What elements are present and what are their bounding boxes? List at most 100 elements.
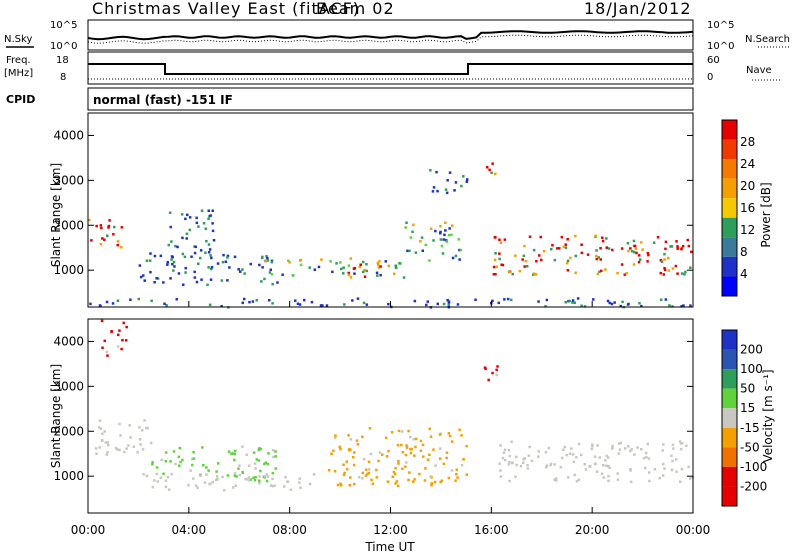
power-colorbar-swatch-3 bbox=[722, 178, 737, 199]
y-tick-label-1000: 1000 bbox=[53, 469, 84, 483]
power-colorbar-tick-0: 28 bbox=[740, 135, 755, 149]
y-tick-label-2000: 2000 bbox=[53, 218, 84, 232]
velocity-colorbar-swatch-6 bbox=[722, 447, 737, 467]
power-colorbar-swatch-8 bbox=[722, 276, 737, 296]
velocity-region-green-0400 bbox=[151, 445, 277, 483]
power-colorbar-swatch-4 bbox=[722, 198, 737, 218]
power-region-patch-3000 bbox=[429, 169, 469, 195]
velocity-colorbar-swatch-4 bbox=[722, 408, 737, 428]
x-tick-label-3: 12:00 bbox=[373, 523, 408, 537]
noise-sky-trace bbox=[87, 30, 694, 41]
y-tick-label-3000: 3000 bbox=[53, 379, 84, 393]
velocity-region-arc-gray bbox=[94, 419, 153, 456]
y-tick-label-4000: 4000 bbox=[53, 128, 84, 142]
power-panel-frame bbox=[87, 112, 694, 308]
power-colorbar-swatch-0 bbox=[722, 120, 737, 140]
velocity-colorbar-tick-4: -15 bbox=[740, 421, 760, 435]
power-region-patch-3300 bbox=[485, 162, 497, 176]
velocity-region-early-red bbox=[100, 319, 128, 357]
y-tick-label-1000: 1000 bbox=[53, 263, 84, 277]
velocity-colorbar-tick-5: -50 bbox=[740, 440, 760, 454]
cpid-value: normal (fast) -151 IF bbox=[93, 93, 233, 107]
power-heatmap bbox=[88, 162, 693, 309]
power-region-plumes-04 bbox=[167, 209, 216, 260]
power-colorbar-swatch-7 bbox=[722, 256, 737, 277]
power-colorbar-swatch-1 bbox=[722, 139, 737, 160]
power-region-rise-1400 bbox=[404, 221, 463, 262]
power-colorbar-tick-2: 20 bbox=[740, 179, 755, 193]
velocity-region-gray-dawn bbox=[498, 440, 695, 483]
power-colorbar-swatch-2 bbox=[722, 159, 737, 179]
power-y-label: Slant Range [km] bbox=[49, 163, 63, 267]
velocity-colorbar-swatch-2 bbox=[722, 369, 737, 389]
power-colorbar-frame bbox=[721, 119, 738, 297]
power-colorbar: 28 24 20 16 12 8 4 bbox=[721, 119, 755, 297]
noise-right-tick-top: 10^5 bbox=[707, 20, 734, 31]
x-tick-label-0: 00:00 bbox=[71, 523, 106, 537]
freq-label-2: [MHz] bbox=[4, 68, 33, 79]
velocity-panel-frame bbox=[87, 318, 694, 514]
power-colorbar-tick-5: 8 bbox=[740, 245, 748, 259]
beam-title: Beam 02 bbox=[316, 0, 395, 18]
power-colorbar-swatch-6 bbox=[722, 237, 737, 257]
velocity-region-orange-midday bbox=[327, 427, 469, 488]
velocity-colorbar-swatch-3 bbox=[722, 388, 737, 409]
y-tick-label-3000: 3000 bbox=[53, 173, 84, 187]
station-title: Christmas Valley East (fitACF) bbox=[92, 0, 360, 18]
velocity-colorbar-swatch-8 bbox=[722, 486, 737, 506]
power-region-dawn-band bbox=[492, 234, 693, 276]
y-tick-label-2000: 2000 bbox=[53, 424, 84, 438]
nave-tick-bottom: 0 bbox=[707, 72, 713, 83]
x-tick-label-4: 16:00 bbox=[474, 523, 509, 537]
y-tick-label-4000: 4000 bbox=[53, 334, 84, 348]
nave-label: Nave bbox=[746, 65, 772, 76]
velocity-colorbar-tick-7: -200 bbox=[740, 479, 767, 493]
power-colorbar-tick-3: 16 bbox=[740, 201, 755, 215]
x-axis-label: Time UT bbox=[364, 540, 415, 554]
freq-trace bbox=[88, 63, 693, 75]
power-y-axis: 1000 2000 3000 4000 bbox=[53, 128, 693, 277]
power-region-strong-1100 bbox=[347, 261, 406, 279]
power-region-evening-band bbox=[138, 252, 279, 287]
nave-tick-top: 60 bbox=[707, 55, 720, 66]
noise-left-label: N.Sky bbox=[4, 34, 32, 45]
x-tick-label-6: 00:00 bbox=[676, 523, 711, 537]
noise-right-label: N.Search bbox=[745, 34, 790, 45]
noise-right-tick-bottom: 10^0 bbox=[707, 41, 734, 52]
velocity-colorbar-tick-0: 200 bbox=[740, 343, 763, 357]
noise-panel-frame bbox=[87, 19, 694, 51]
date-title: 18/Jan/2012 bbox=[584, 0, 692, 18]
velocity-region-red-3300 bbox=[483, 365, 499, 382]
power-region-early-arc bbox=[88, 218, 124, 249]
freq-label-1: Freq. bbox=[6, 55, 31, 66]
x-tick-label-2: 08:00 bbox=[272, 523, 307, 537]
noise-left-tick-bottom: 10^0 bbox=[50, 41, 77, 52]
freq-tick-bottom: 8 bbox=[60, 72, 66, 83]
velocity-colorbar-tick-1: 100 bbox=[740, 362, 763, 376]
power-colorbar-swatch-5 bbox=[722, 217, 737, 238]
velocity-colorbar-label: Velocity [m s⁻¹] bbox=[761, 369, 775, 462]
velocity-colorbar-tick-3: 15 bbox=[740, 401, 755, 415]
x-tick-label-5: 20:00 bbox=[575, 523, 610, 537]
velocity-colorbar-swatch-7 bbox=[722, 466, 737, 487]
velocity-heatmap bbox=[94, 319, 695, 492]
velocity-colorbar: 200 100 50 15 -15 -50 -100 -200 bbox=[721, 329, 767, 507]
power-region-ground-near bbox=[89, 297, 692, 309]
cpid-label: CPID bbox=[6, 93, 35, 106]
time-x-axis: 00:00 04:00 08:00 12:00 16:00 20:00 00:00 bbox=[71, 301, 711, 537]
power-colorbar-label: Power [dB] bbox=[759, 182, 773, 247]
noise-left-tick-top: 10^5 bbox=[50, 20, 77, 31]
velocity-region-gray-band bbox=[142, 472, 316, 492]
power-colorbar-tick-1: 24 bbox=[740, 157, 755, 171]
velocity-colorbar-frame bbox=[721, 329, 738, 507]
velocity-colorbar-tick-2: 50 bbox=[740, 382, 755, 396]
velocity-colorbar-swatch-1 bbox=[722, 349, 737, 370]
cpid-panel-frame bbox=[87, 87, 694, 111]
x-tick-label-1: 04:00 bbox=[172, 523, 207, 537]
freq-tick-top: 18 bbox=[56, 55, 69, 66]
power-colorbar-tick-4: 12 bbox=[740, 223, 755, 237]
velocity-colorbar-swatch-0 bbox=[722, 330, 737, 350]
power-colorbar-tick-6: 4 bbox=[740, 267, 748, 281]
power-region-midday-band bbox=[264, 256, 402, 277]
